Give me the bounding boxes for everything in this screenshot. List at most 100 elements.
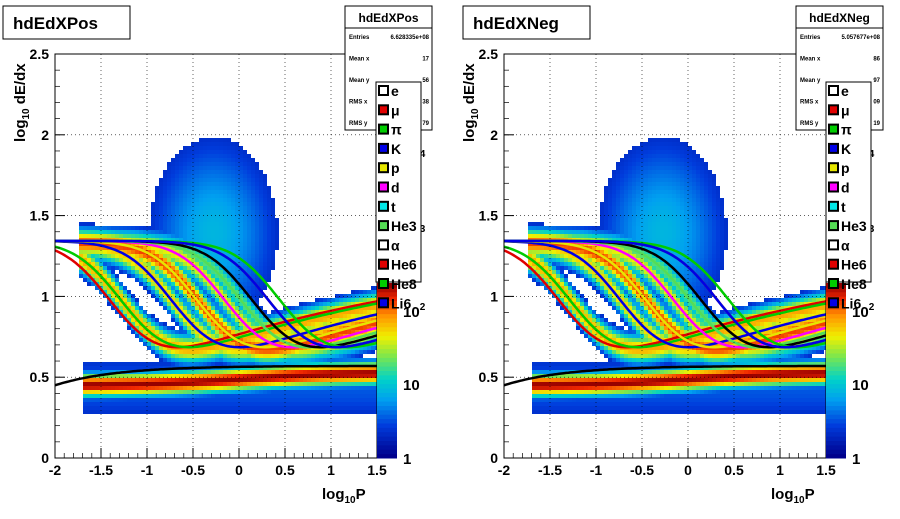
- legend-marker: [379, 163, 388, 172]
- x-tick-label: -1: [141, 462, 154, 478]
- y-tick-label: 1.5: [30, 208, 50, 224]
- x-tick-label: -0.5: [630, 462, 654, 478]
- legend-marker: [379, 86, 388, 95]
- stats-label: Mean x: [800, 57, 821, 63]
- z-tick-label: 10: [852, 377, 869, 394]
- legend-marker: [379, 202, 388, 211]
- stats-value: 17: [422, 57, 429, 63]
- stats-value: 86: [873, 57, 880, 63]
- stats-label: RMS x: [349, 100, 368, 106]
- y-tick-label: 2.5: [479, 46, 499, 62]
- stats-title: hdEdXNeg: [809, 11, 870, 25]
- x-tick-label: -2: [49, 462, 62, 478]
- legend-label: π: [391, 122, 402, 138]
- z-tick-label: 10: [403, 377, 420, 394]
- legend-label: He3: [391, 218, 417, 234]
- legend-label: μ: [841, 102, 850, 118]
- stats-label: RMS x: [800, 100, 819, 106]
- legend-marker: [829, 202, 838, 211]
- stats-title: hdEdXPos: [358, 11, 418, 25]
- legend-label: e: [391, 83, 399, 99]
- legend-label: Li6: [391, 295, 411, 311]
- legend-marker: [829, 240, 838, 249]
- legend-marker: [379, 260, 388, 269]
- legend-label: α: [391, 237, 400, 253]
- legend-label: p: [391, 160, 400, 176]
- legend-marker: [829, 86, 838, 95]
- stats-label: Mean y: [349, 78, 370, 84]
- legend-marker: [379, 298, 388, 307]
- legend-marker: [829, 260, 838, 269]
- legend-marker: [829, 144, 838, 153]
- x-tick-label: 1.5: [816, 462, 836, 478]
- stats-value: 19: [873, 121, 880, 127]
- x-axis-title: log10P: [771, 486, 815, 506]
- legend-marker: [379, 183, 388, 192]
- legend-label: e: [841, 83, 849, 99]
- x-tick-label: 0: [235, 462, 243, 478]
- legend-marker: [379, 125, 388, 134]
- y-tick-label: 1: [41, 288, 49, 304]
- x-axis-title: log10P: [322, 486, 366, 506]
- y-tick-label: 1.5: [479, 208, 499, 224]
- y-tick-label: 2: [490, 127, 498, 143]
- x-tick-label: -0.5: [181, 462, 205, 478]
- legend-label: He6: [391, 257, 417, 273]
- legend-label: t: [391, 199, 396, 215]
- y-tick-label: 2.5: [30, 46, 50, 62]
- legend-label: α: [841, 237, 850, 253]
- legend-marker: [379, 240, 388, 249]
- legend-label: π: [841, 122, 852, 138]
- legend-label: K: [841, 141, 851, 157]
- x-tick-label: 0.5: [275, 462, 295, 478]
- z-tick-label: 1: [403, 451, 411, 468]
- stats-value: 09: [873, 100, 880, 106]
- legend-label: d: [391, 180, 400, 196]
- plot-area: [55, 54, 379, 458]
- y-tick-label: 0.5: [479, 369, 499, 385]
- legend-marker: [829, 125, 838, 134]
- x-tick-label: 1: [776, 462, 784, 478]
- stats-label: Entries: [349, 35, 370, 41]
- legend-label: He3: [841, 218, 867, 234]
- y-tick-label: 0: [490, 450, 498, 466]
- stats-value: 97: [873, 78, 880, 84]
- x-tick-label: -1.5: [89, 462, 113, 478]
- legend-marker: [829, 105, 838, 114]
- legend-marker: [829, 221, 838, 230]
- legend-label: K: [391, 141, 401, 157]
- legend-label: d: [841, 180, 850, 196]
- legend-marker: [379, 105, 388, 114]
- legend-marker: [379, 144, 388, 153]
- x-tick-label: 0: [684, 462, 692, 478]
- legend-label: He8: [391, 276, 417, 292]
- legend-marker: [829, 279, 838, 288]
- y-tick-label: 0.5: [30, 369, 50, 385]
- y-tick-label: 2: [41, 127, 49, 143]
- z-tick-label: 1: [852, 451, 860, 468]
- legend-marker: [829, 183, 838, 192]
- stats-value: 6.628335e+08: [390, 35, 429, 41]
- plot-area: [504, 54, 828, 458]
- stats-value: 5.057677e+08: [841, 35, 880, 41]
- chart-title: hdEdXNeg: [473, 14, 559, 33]
- legend-marker: [829, 163, 838, 172]
- y-tick-label: 0: [41, 450, 49, 466]
- x-tick-label: -1.5: [538, 462, 562, 478]
- legend-label: He6: [841, 257, 867, 273]
- x-tick-label: 0.5: [724, 462, 744, 478]
- stats-label: Entries: [800, 35, 821, 41]
- stats-label: Mean y: [800, 78, 821, 84]
- stats-value: 56: [422, 78, 429, 84]
- x-tick-label: 1.5: [367, 462, 387, 478]
- stats-value: 38: [422, 100, 429, 106]
- y-axis-title: log10 dE/dx: [12, 63, 32, 142]
- panel-hdEdXPos: -2 -1.5 -1 -0.5 0 0.5 1 1.5 0 0.5 1 1.5 2 2.5 log10P lo…: [3, 6, 432, 506]
- legend-marker: [379, 221, 388, 230]
- legend-marker: [829, 298, 838, 307]
- x-tick-label: -1: [590, 462, 603, 478]
